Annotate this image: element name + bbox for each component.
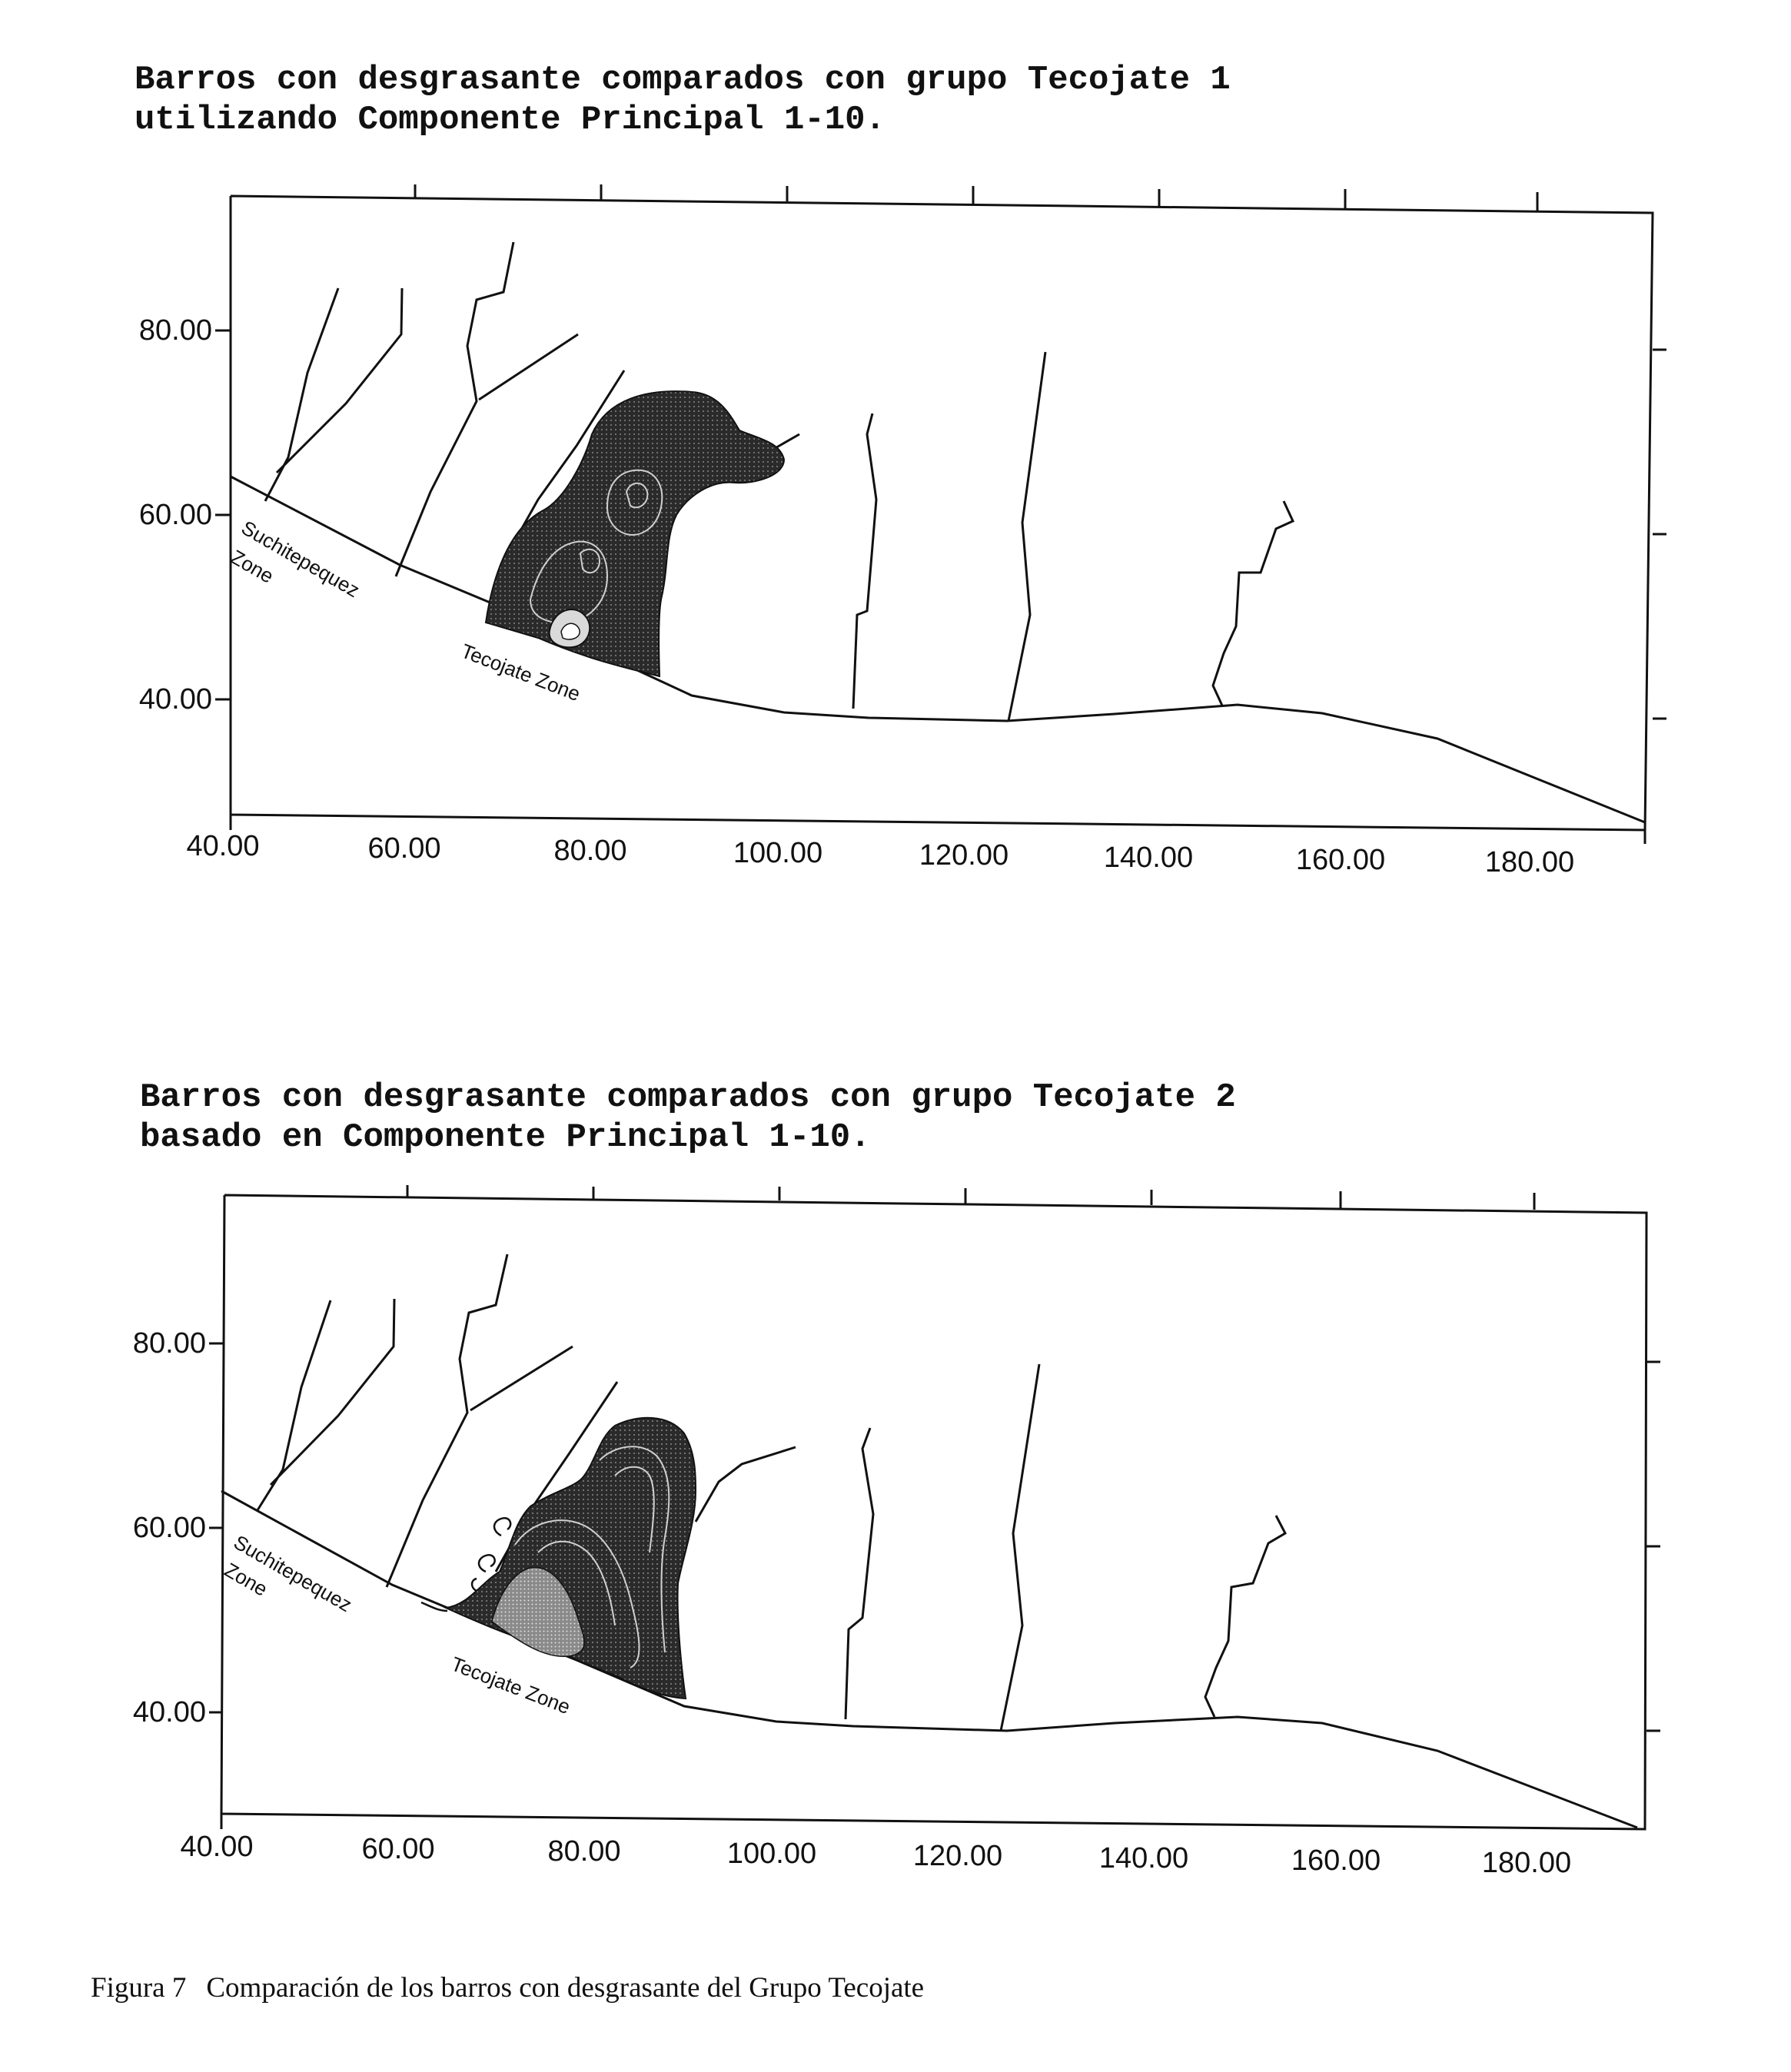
figure-1-title: Barros con desgrasante comparados con gr… [135,60,1231,140]
figure-1-y-tick: 40.00 [139,683,212,716]
figure-1-x-tick: 160.00 [1296,844,1385,876]
figure-caption-label: Figura 7 [91,1972,187,2004]
figure-1-x-tick: 120.00 [919,839,1008,872]
figure-1-x-tick: 80.00 [553,835,626,867]
figure-1-y-tick: 80.00 [139,314,212,347]
figure-2-title-line2: basado en Componente Principal 1-10. [140,1118,871,1157]
figure-2-x-tick: 160.00 [1291,1845,1381,1877]
figure-1-x-tick: 180.00 [1485,846,1574,878]
figure-caption: Figura 7 Comparación de los barros con de… [91,1971,924,2004]
figure-1-x-tick: 40.00 [186,830,259,862]
figure-2-zone-label-tecojate: Tecojate Zone [448,1652,573,1719]
figure-1-x-tick: 100.00 [733,837,822,869]
figure-1-map: Suchitepequez Zone Tecojate Zone 80.00 6… [0,169,1791,922]
figure-2-x-tick: 140.00 [1099,1842,1188,1874]
figure-2-x-tick: 40.00 [180,1831,253,1863]
figure-caption-text: Comparación de los barros con desgrasant… [206,1972,925,2004]
figure-2-x-tick: 80.00 [547,1835,620,1868]
figure-2-y-tick: 40.00 [133,1696,206,1728]
figure-2-map: Suchitepequez Zone Tecojate Zone 80.00 6… [0,1184,1791,1921]
figure-2-y-tick: 60.00 [133,1512,206,1544]
figure-1-y-tick: 60.00 [139,499,212,531]
figure-2-x-tick: 120.00 [913,1840,1002,1872]
figure-1-x-tick: 140.00 [1104,842,1193,874]
figure-2-title-line1: Barros con desgrasante comparados con gr… [140,1078,1236,1117]
figure-1-title-line2: utilizando Componente Principal 1-10. [135,101,886,139]
figure-1-x-tick: 60.00 [367,832,440,865]
figure-2-x-tick: 60.00 [361,1833,434,1865]
figure-2-y-tick: 80.00 [133,1327,206,1360]
figure-2-title: Barros con desgrasante comparados con gr… [140,1078,1236,1157]
figure-2-x-tick: 100.00 [727,1838,816,1870]
figure-2-x-tick: 180.00 [1482,1847,1571,1879]
figure-1-title-line1: Barros con desgrasante comparados con gr… [135,61,1231,99]
